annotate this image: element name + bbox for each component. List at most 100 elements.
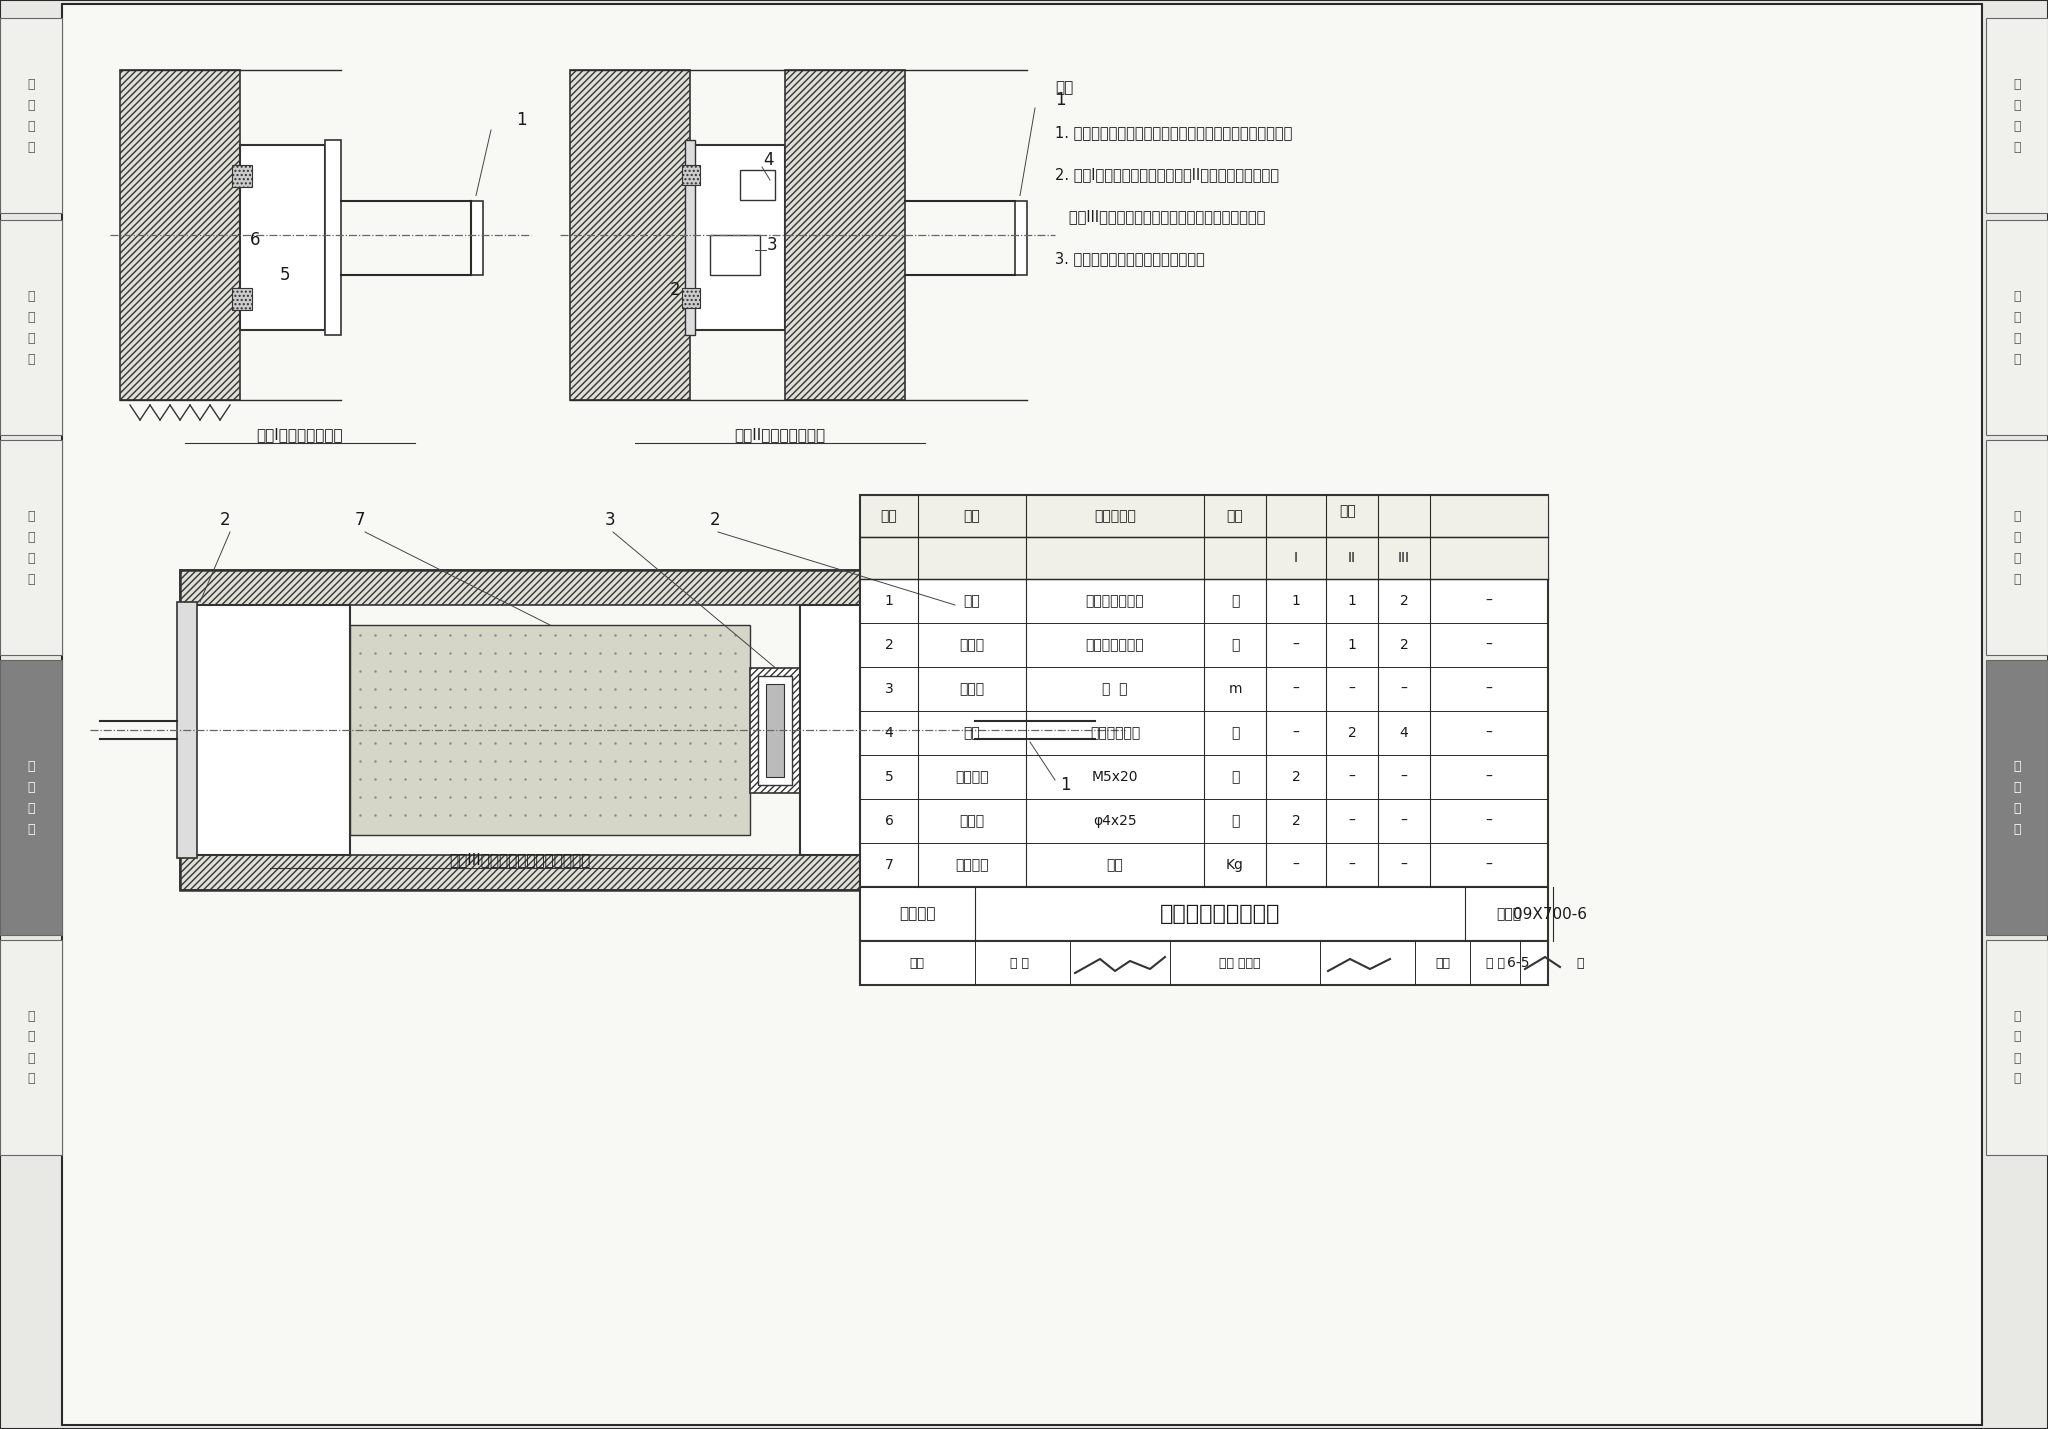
Text: 1: 1 [1348, 594, 1356, 607]
Text: –: – [1348, 815, 1356, 827]
Text: 接线盒在实墙上安装: 接线盒在实墙上安装 [1159, 905, 1280, 925]
Bar [1987, 19, 2048, 213]
Text: 个: 个 [1231, 770, 1239, 785]
Bar [180, 570, 881, 890]
Text: –: – [1348, 857, 1356, 872]
Text: –: – [1485, 637, 1493, 652]
Text: III: III [1399, 552, 1409, 564]
Text: II: II [1348, 552, 1356, 564]
Text: 名称: 名称 [965, 509, 981, 523]
Text: I: I [1294, 552, 1298, 564]
Text: –: – [1348, 682, 1356, 696]
Text: 4: 4 [885, 726, 893, 740]
Bar [784, 70, 905, 400]
Text: 方案III（隔墙暗装背靠背接线盒）: 方案III（隔墙暗装背靠背接线盒） [449, 853, 590, 867]
Text: 1: 1 [1292, 594, 1300, 607]
Bar [684, 140, 694, 334]
Text: 个: 个 [1231, 637, 1239, 652]
Text: m: m [1229, 682, 1241, 696]
Text: 钢  管: 钢 管 [1102, 682, 1128, 696]
Bar [682, 164, 700, 184]
Text: –: – [1401, 857, 1407, 872]
Text: 由工程设计确定: 由工程设计确定 [1085, 637, 1145, 652]
Text: 6: 6 [250, 231, 260, 249]
Text: –: – [1401, 815, 1407, 827]
Text: 塑胶管: 塑胶管 [958, 815, 985, 827]
Text: –: – [1485, 815, 1493, 827]
Text: 注：: 注： [1055, 80, 1073, 94]
Text: 2. 方案I适用于接线盒明装，方案II适用于接线盒暗装，: 2. 方案I适用于接线盒明装，方案II适用于接线盒暗装， [1055, 167, 1280, 181]
Text: 3: 3 [885, 682, 893, 696]
Text: M5x20: M5x20 [1092, 770, 1139, 785]
Bar [0, 19, 61, 213]
Text: –: – [1485, 770, 1493, 785]
Text: 保护管: 保护管 [958, 682, 985, 696]
Text: 1: 1 [516, 111, 526, 129]
Bar [766, 683, 784, 776]
Bar [0, 220, 61, 434]
Text: 方案II（暗装接线盒）: 方案II（暗装接线盒） [735, 427, 825, 443]
Bar [326, 140, 342, 334]
Bar [231, 289, 252, 310]
Text: 编号: 编号 [881, 509, 897, 523]
Text: 设
备
安
装: 设 备 安 装 [2013, 759, 2021, 836]
Text: –: – [1485, 594, 1493, 607]
Text: 由工程设计确定: 由工程设计确定 [1085, 594, 1145, 607]
Text: –: – [1292, 637, 1298, 652]
Bar [739, 170, 774, 200]
Text: 2: 2 [1399, 594, 1409, 607]
Bar [1987, 440, 2048, 654]
Text: 09X700-6: 09X700-6 [1513, 906, 1587, 922]
Text: 数量: 数量 [1339, 504, 1356, 517]
Bar [801, 604, 954, 855]
Text: 单位: 单位 [1227, 509, 1243, 523]
Bar [0, 940, 61, 1155]
Text: 缆
线
敷
设: 缆 线 敷 设 [2013, 510, 2021, 586]
Text: 护口: 护口 [965, 726, 981, 740]
Text: 设
备
安
装: 设 备 安 装 [27, 759, 35, 836]
Text: –: – [1485, 726, 1493, 740]
Bar [758, 676, 793, 785]
Text: 5: 5 [281, 266, 291, 284]
Text: –: – [1292, 682, 1298, 696]
Bar [231, 164, 252, 187]
Text: –: – [1401, 682, 1407, 696]
Text: 2: 2 [1399, 637, 1409, 652]
Text: 1: 1 [1055, 91, 1065, 109]
Bar [1987, 940, 2048, 1155]
Bar [860, 537, 1548, 579]
Text: 个: 个 [1231, 815, 1239, 827]
Text: 6: 6 [885, 815, 893, 827]
Text: 与穿线管配套: 与穿线管配套 [1090, 726, 1141, 740]
Text: 方案I（明装接线盒）: 方案I（明装接线盒） [256, 427, 344, 443]
Text: 7: 7 [354, 512, 365, 529]
Text: 2: 2 [711, 512, 721, 529]
Text: 型号及规格: 型号及规格 [1094, 509, 1137, 523]
Text: 页: 页 [1577, 956, 1583, 969]
Bar [860, 494, 1548, 537]
Bar [1987, 220, 2048, 434]
Text: –: – [1485, 857, 1493, 872]
Text: 个: 个 [1231, 594, 1239, 607]
Text: φ4x25: φ4x25 [1094, 815, 1137, 827]
Text: –: – [1292, 726, 1298, 740]
Bar [0, 440, 61, 654]
Bar [682, 289, 700, 309]
Bar [711, 234, 760, 274]
Text: 张 宜: 张 宜 [1010, 956, 1030, 969]
Bar [240, 144, 326, 330]
Bar [690, 144, 784, 330]
Text: 3: 3 [604, 512, 614, 529]
Text: 1: 1 [885, 594, 893, 607]
Text: 隔声填料: 隔声填料 [954, 857, 989, 872]
Text: –: – [1401, 770, 1407, 785]
Bar [180, 570, 881, 604]
Text: 机
房
工
程: 机 房 工 程 [27, 77, 35, 153]
Text: 防
雷
接
地: 防 雷 接 地 [27, 1009, 35, 1086]
Text: 预埋盒: 预埋盒 [958, 637, 985, 652]
Bar [471, 200, 483, 274]
Text: 审核: 审核 [909, 956, 924, 969]
Text: 设计: 设计 [1436, 956, 1450, 969]
Text: 图集号: 图集号 [1497, 907, 1522, 922]
Bar [1987, 660, 2048, 935]
